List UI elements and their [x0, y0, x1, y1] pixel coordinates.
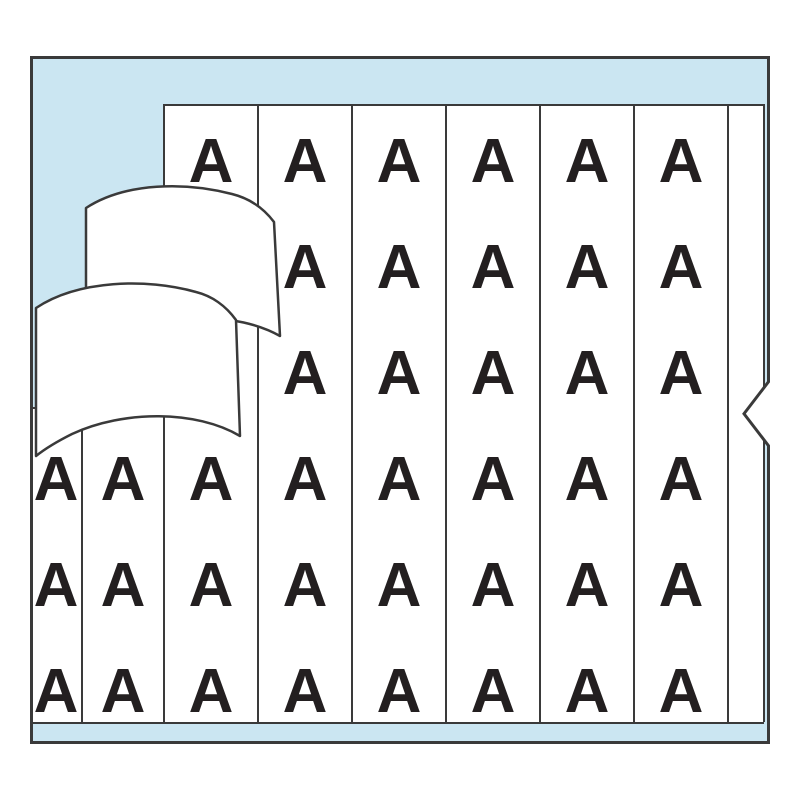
sticker-label: A: [659, 661, 704, 723]
sticker-label: A: [189, 131, 234, 193]
column-divider: [257, 104, 259, 722]
sticker-label: A: [101, 449, 146, 511]
diagram-canvas: AAAAAAAAAAAAAAAAAAAAAAAAAAAAAAAAAAAAAAAA…: [0, 0, 800, 800]
sticker-label: A: [565, 343, 610, 405]
sticker-label: A: [101, 343, 146, 405]
label-strip: [352, 104, 446, 722]
sticker-label: A: [659, 131, 704, 193]
strip-divider: [82, 301, 164, 303]
sticker-label: A: [659, 343, 704, 405]
sticker-label: A: [471, 131, 516, 193]
sticker-label: A: [565, 449, 610, 511]
sticker-label: A: [471, 661, 516, 723]
label-strip: [728, 104, 764, 722]
label-strip: [258, 104, 352, 722]
sticker-label: A: [377, 237, 422, 299]
label-strip: [164, 104, 258, 722]
sticker-label: A: [565, 555, 610, 617]
column-divider: [539, 104, 541, 722]
sticker-label: A: [283, 131, 328, 193]
label-strip: [634, 104, 728, 722]
sticker-label: A: [101, 661, 146, 723]
sticker-label: A: [377, 343, 422, 405]
column-divider: [81, 301, 83, 722]
sticker-label: A: [283, 343, 328, 405]
sticker-label: A: [189, 449, 234, 511]
sticker-label: A: [283, 449, 328, 511]
sticker-label: A: [565, 661, 610, 723]
column-divider: [163, 104, 165, 722]
sticker-label: A: [659, 555, 704, 617]
strip-divider: [164, 104, 764, 106]
label-strip: [446, 104, 540, 722]
sticker-label: A: [377, 555, 422, 617]
sticker-label: A: [471, 343, 516, 405]
sticker-label: A: [565, 237, 610, 299]
sticker-label: A: [659, 237, 704, 299]
column-divider: [727, 104, 729, 722]
sticker-label: A: [189, 661, 234, 723]
column-divider: [763, 104, 765, 722]
sticker-label: A: [34, 555, 79, 617]
column-divider: [633, 104, 635, 722]
sticker-label: A: [471, 449, 516, 511]
sticker-label: A: [377, 131, 422, 193]
column-divider: [351, 104, 353, 722]
sticker-label: A: [34, 661, 79, 723]
sticker-label: A: [377, 661, 422, 723]
sticker-label: A: [283, 661, 328, 723]
sticker-label: A: [565, 131, 610, 193]
column-divider: [445, 104, 447, 722]
sticker-label: A: [283, 555, 328, 617]
sticker-label: A: [283, 237, 328, 299]
sticker-label: A: [471, 555, 516, 617]
strips-layer: AAAAAAAAAAAAAAAAAAAAAAAAAAAAAAAAAAAAAAAA…: [30, 56, 770, 744]
sticker-label: A: [189, 237, 234, 299]
sticker-label: A: [659, 449, 704, 511]
strip-divider: [30, 407, 82, 409]
sticker-label: A: [189, 343, 234, 405]
label-strip: [540, 104, 634, 722]
sticker-label: A: [189, 555, 234, 617]
sticker-label: A: [34, 449, 79, 511]
sticker-label: A: [471, 237, 516, 299]
sticker-label: A: [101, 555, 146, 617]
label-card: AAAAAAAAAAAAAAAAAAAAAAAAAAAAAAAAAAAAAAAA…: [30, 56, 770, 744]
sticker-label: A: [377, 449, 422, 511]
